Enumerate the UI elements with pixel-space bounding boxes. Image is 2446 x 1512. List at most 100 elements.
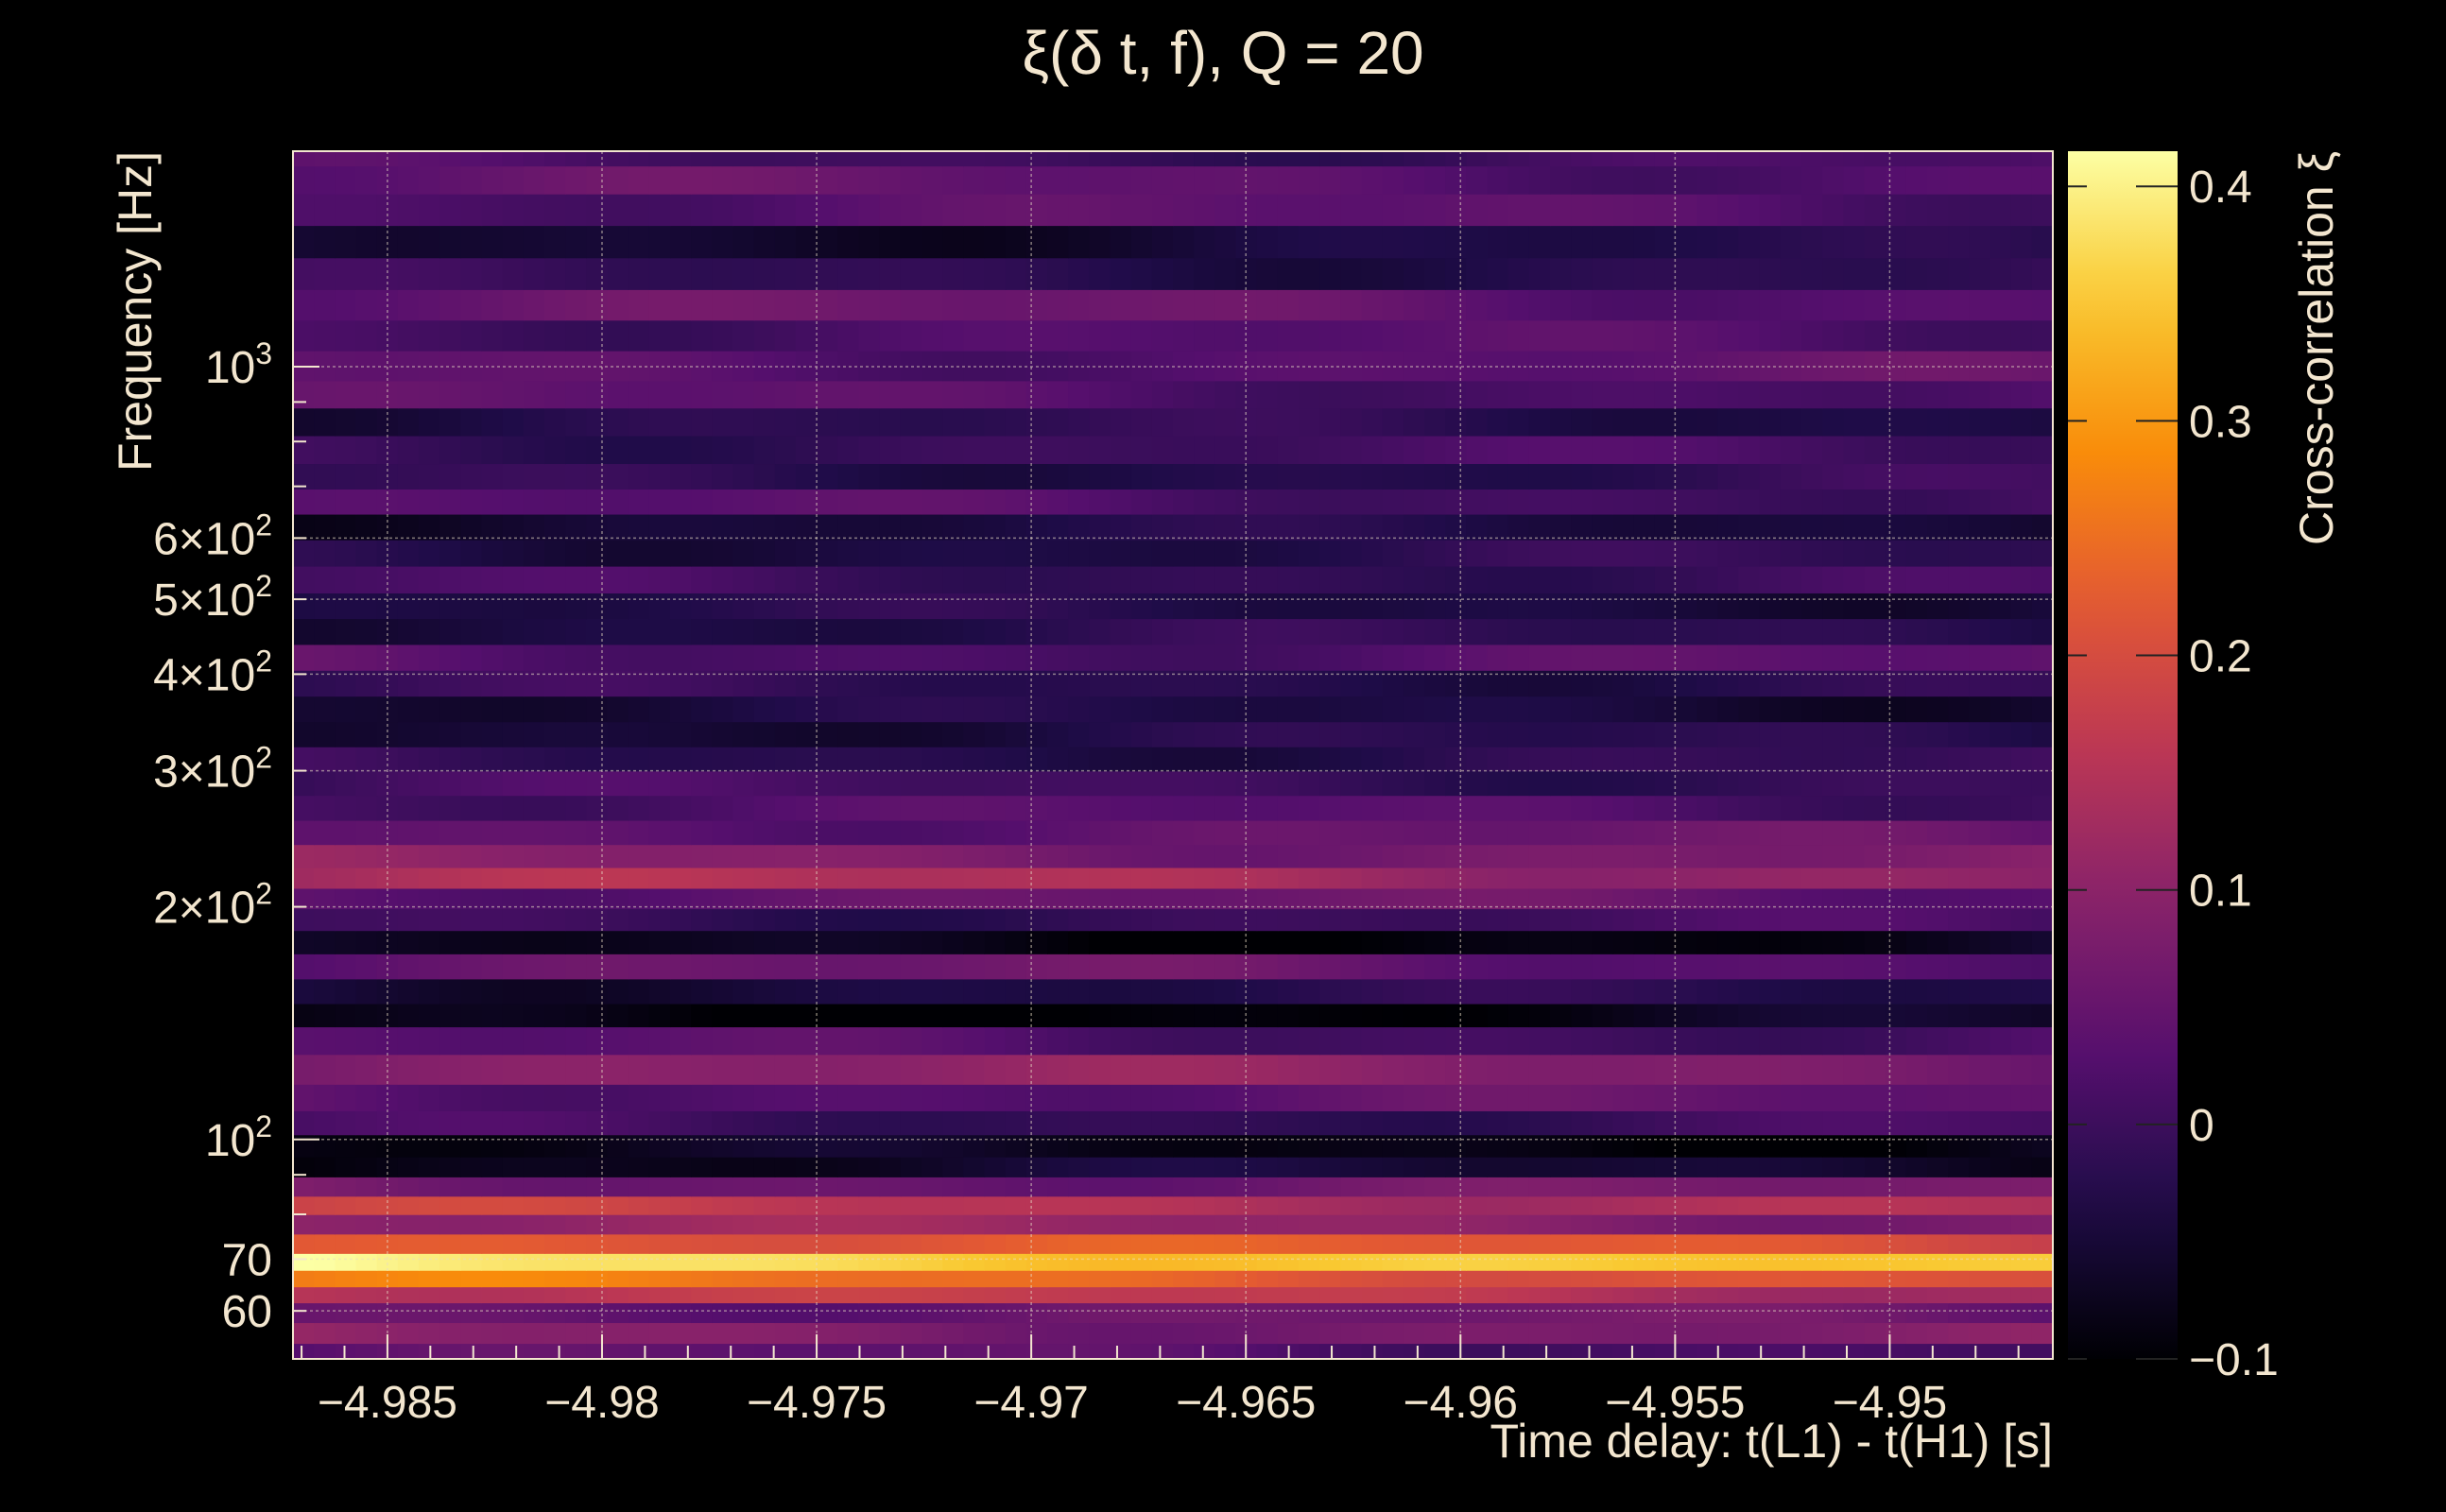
heatmap-cell xyxy=(732,351,755,382)
heatmap-cell xyxy=(796,1286,818,1304)
heatmap-cell xyxy=(858,151,881,167)
heatmap-cell xyxy=(1697,1157,1718,1177)
heatmap-cell xyxy=(565,513,587,541)
heatmap-cell xyxy=(1319,165,1341,195)
heatmap-cell xyxy=(922,351,943,382)
heatmap-cell xyxy=(817,165,838,195)
heatmap-cell xyxy=(1571,747,1593,772)
heatmap-cell xyxy=(1843,867,1866,889)
heatmap-cell xyxy=(2031,565,2054,593)
heatmap-cell xyxy=(1089,435,1111,465)
heatmap-cell xyxy=(1905,1003,1928,1028)
heatmap-cell xyxy=(753,867,776,889)
heatmap-cell xyxy=(1717,1026,1740,1056)
heatmap-cell xyxy=(1382,747,1404,772)
heatmap-cell xyxy=(1151,1253,1174,1271)
heatmap-cell xyxy=(1550,844,1572,868)
heatmap-cell xyxy=(1382,1157,1404,1177)
heatmap-cell xyxy=(1885,225,1907,259)
heatmap-cell xyxy=(1025,908,1048,932)
heatmap-cell xyxy=(1571,1110,1593,1136)
heatmap-cell xyxy=(1005,1253,1027,1271)
heatmap-cell xyxy=(1990,1084,2012,1111)
heatmap-cell xyxy=(502,435,525,465)
heatmap-cell xyxy=(1864,289,1886,321)
heatmap-cell xyxy=(1885,747,1907,772)
heatmap-cell xyxy=(1235,540,1258,567)
heatmap-cell xyxy=(1905,1110,1928,1136)
heatmap-cell xyxy=(796,463,818,490)
heatmap-cell xyxy=(1717,1270,1740,1288)
heatmap-cell xyxy=(1089,1134,1111,1158)
heatmap-cell xyxy=(1340,1110,1363,1136)
heatmap-cell xyxy=(1697,721,1718,747)
heatmap-cell xyxy=(1424,1214,1446,1235)
heatmap-cell xyxy=(732,463,755,490)
heatmap-cell xyxy=(565,795,587,821)
heatmap-cell xyxy=(1235,670,1258,697)
heatmap-cell xyxy=(1697,319,1718,352)
heatmap-cell xyxy=(837,1253,860,1271)
heatmap-cell xyxy=(1571,463,1593,490)
heatmap-cell xyxy=(1005,540,1027,567)
heatmap-cell xyxy=(1905,1302,1928,1324)
heatmap-cell xyxy=(796,435,818,465)
heatmap-cell xyxy=(1885,954,1907,980)
heatmap-cell xyxy=(1990,670,2012,697)
heatmap-cell xyxy=(397,696,420,723)
heatmap-cell xyxy=(774,289,797,321)
heatmap-cell xyxy=(753,696,776,723)
heatmap-cell xyxy=(670,289,692,321)
heatmap-cell xyxy=(1382,908,1404,932)
heatmap-cell xyxy=(1151,1214,1174,1235)
heatmap-cell xyxy=(732,489,755,515)
heatmap-cell xyxy=(942,407,964,437)
heatmap-cell xyxy=(1717,978,1740,1005)
heatmap-cell xyxy=(670,593,692,620)
heatmap-cell xyxy=(900,954,922,980)
heatmap-cell xyxy=(1592,407,1614,437)
heatmap-cell xyxy=(1885,1134,1907,1158)
heatmap-cell xyxy=(544,565,566,593)
heatmap-cell xyxy=(1277,1003,1300,1028)
heatmap-cell xyxy=(1801,319,1823,352)
heatmap-cell xyxy=(2010,351,2033,382)
heatmap-cell xyxy=(1173,930,1195,954)
heatmap-cell xyxy=(2010,1302,2033,1324)
heatmap-cell xyxy=(314,1322,336,1345)
heatmap-cell xyxy=(376,319,399,352)
heatmap-cell xyxy=(1089,1233,1111,1254)
heatmap-cell xyxy=(1822,257,1844,290)
heatmap-cell xyxy=(1025,887,1048,910)
heatmap-cell xyxy=(1822,380,1844,409)
heatmap-cell xyxy=(1025,351,1048,382)
heatmap-cell xyxy=(1424,1084,1446,1111)
heatmap-cell xyxy=(1487,165,1509,195)
heatmap-cell xyxy=(523,770,545,797)
heatmap-cell xyxy=(712,819,734,846)
heatmap-cell xyxy=(565,407,587,437)
heatmap-cell xyxy=(1445,1054,1467,1085)
heatmap-cell xyxy=(753,489,776,515)
heatmap-cell xyxy=(1151,1195,1174,1215)
heatmap-cell xyxy=(1235,887,1258,910)
heatmap-cell xyxy=(439,225,461,259)
heatmap-cell xyxy=(1382,1302,1404,1324)
heatmap-cell xyxy=(1697,380,1718,409)
heatmap-cell xyxy=(1130,1253,1153,1271)
heatmap-cell xyxy=(796,407,818,437)
heatmap-cell xyxy=(523,1157,545,1177)
heatmap-cell xyxy=(1759,165,1782,195)
heatmap-cell xyxy=(1068,1195,1090,1215)
heatmap-cell xyxy=(1256,867,1279,889)
heatmap-cell xyxy=(376,1253,399,1271)
heatmap-cell xyxy=(1738,819,1761,846)
heatmap-cell xyxy=(1654,593,1677,620)
heatmap-cell xyxy=(1047,225,1069,259)
heatmap-cell xyxy=(1299,380,1320,409)
heatmap-cell xyxy=(1487,887,1509,910)
heatmap-cell xyxy=(1738,319,1761,352)
heatmap-cell xyxy=(1299,747,1320,772)
heatmap-cell xyxy=(796,1026,818,1056)
heatmap-cell xyxy=(544,194,566,227)
